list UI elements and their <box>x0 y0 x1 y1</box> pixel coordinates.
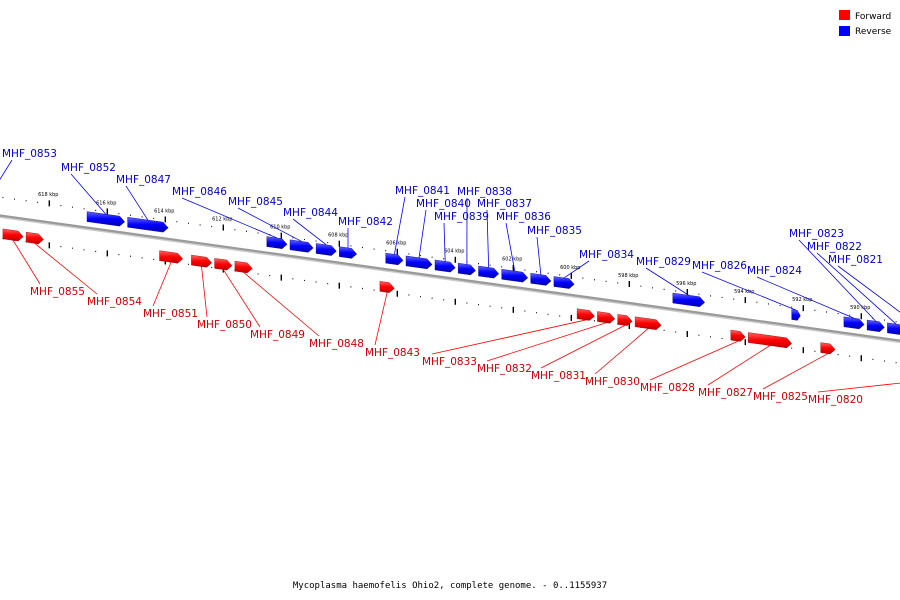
gene-label-mhf-0840[interactable]: MHF_0840 <box>416 198 471 210</box>
gene-label-mhf-0847[interactable]: MHF_0847 <box>116 174 171 186</box>
tick-label: 614 kbp <box>154 208 174 214</box>
gene-arrow-mhf-0836[interactable] <box>501 269 529 283</box>
gene-arrow-mhf-0838[interactable] <box>458 262 476 276</box>
gene-label-mhf-0855[interactable]: MHF_0855 <box>30 286 85 298</box>
gene-label-mhf-0824[interactable]: MHF_0824 <box>747 265 802 277</box>
tick-label: 618 kbp <box>38 192 58 198</box>
gene-label-mhf-0849[interactable]: MHF_0849 <box>250 329 305 341</box>
gene-arrow-mhf-0845[interactable] <box>289 239 314 253</box>
gene-label-mhf-0839[interactable]: MHF_0839 <box>434 211 489 223</box>
gene-labels: MHF_0853 MHF_0852MHF_0847MHF_0846MHF_0845… <box>2 148 883 406</box>
gene-arrow-mhf-0832[interactable] <box>597 311 616 324</box>
tick-label: 608 kbp <box>328 233 348 239</box>
gene-label-mhf-0843[interactable]: MHF_0843 <box>365 347 420 359</box>
gene-arrow-mhf-0855[interactable] <box>2 228 24 242</box>
gene-label-mhf-0844[interactable]: MHF_0844 <box>283 207 338 219</box>
gene-arrow-mhf-0829[interactable] <box>672 292 705 307</box>
gene-arrow-mhf-0831[interactable] <box>617 314 633 326</box>
gene-arrow-mhf-0824[interactable] <box>843 316 865 330</box>
gene-label-mhf-0852[interactable]: MHF_0852 <box>61 162 116 174</box>
gene-label-mhf-0838[interactable]: MHF_0838 <box>457 186 512 198</box>
gene-label-mhf-0845[interactable]: MHF_0845 <box>228 196 283 208</box>
gene-arrow-mhf-0843[interactable] <box>379 281 395 293</box>
gene-arrow-mhf-0828[interactable] <box>730 329 746 342</box>
gene-arrow-mhf-0834[interactable] <box>553 276 575 289</box>
gene-arrow-mhf-0823[interactable] <box>866 319 885 332</box>
legend-swatch-forward <box>839 10 850 20</box>
gene-label-mhf-0848[interactable]: MHF_0848 <box>309 338 364 350</box>
gene-arrow-mhf-0848[interactable] <box>234 260 253 274</box>
gene-arrow-mhf-0842[interactable] <box>339 246 357 259</box>
caption: Mycoplasma haemofelis Ohio2, complete ge… <box>293 581 607 591</box>
gene-label-mhf-0823[interactable]: MHF_0823 <box>789 228 844 240</box>
gene-label-mhf-0850[interactable]: MHF_0850 <box>197 319 252 331</box>
tick-label: 612 kbp <box>212 216 232 222</box>
gene-label-mhf-0828[interactable]: MHF_0828 <box>640 382 695 394</box>
gene-arrow-mhf-0850[interactable] <box>191 254 212 268</box>
gene-label-mhf-0836[interactable]: MHF_0836 <box>496 211 551 223</box>
tick-label: 592 kbp <box>792 297 812 303</box>
gene-label-mhf-0830[interactable]: MHF_0830 <box>585 376 640 388</box>
gene-label-mhf-0827[interactable]: MHF_0827 <box>698 387 753 399</box>
gene-label-mhf-0820[interactable]: MHF_0820 <box>808 394 863 406</box>
gene-label-mhf-0832[interactable]: MHF_0832 <box>477 363 532 375</box>
gene-label-mhf-0826[interactable]: MHF_0826 <box>692 260 747 272</box>
gene-label-mhf-0846[interactable]: MHF_0846 <box>172 186 227 198</box>
gene-label-mhf-0842[interactable]: MHF_0842 <box>338 216 393 228</box>
gene-arrow-mhf-0839[interactable] <box>434 259 456 273</box>
gene-arrow-mhf-0835[interactable] <box>530 273 552 286</box>
gene-arrow-mhf-0844[interactable] <box>315 243 337 256</box>
gene-arrow-mhf-0841[interactable] <box>385 252 404 266</box>
gene-label-mhf-0851[interactable]: MHF_0851 <box>143 308 198 320</box>
tick-label: 600 kbp <box>560 265 580 271</box>
gene-arrow-mhf-0825[interactable] <box>820 342 836 355</box>
gene-label-mhf-0825[interactable]: MHF_0825 <box>753 391 808 403</box>
gene-label-mhf-0822[interactable]: MHF_0822 <box>807 241 862 253</box>
gene-arrow-mhf-0852[interactable] <box>86 211 125 227</box>
leader-lines <box>0 159 900 393</box>
gene-arrow-mhf-0826[interactable] <box>791 309 801 321</box>
tick-label: 616 kbp <box>96 200 116 206</box>
tick-label: 594 kbp <box>734 289 754 295</box>
tick-label: 590 kbp <box>850 305 870 311</box>
gene-arrow-mhf-0854[interactable] <box>25 231 44 245</box>
gene-label-mhf-0835[interactable]: MHF_0835 <box>527 225 582 237</box>
gene-arrow-mhf-0822[interactable] <box>887 322 900 335</box>
gene-label-mhf-0831[interactable]: MHF_0831 <box>531 370 586 382</box>
gene-arrow-mhf-0851[interactable] <box>159 250 183 264</box>
gene-arrow-mhf-0833[interactable] <box>576 308 595 321</box>
gene-label-mhf-0829[interactable]: MHF_0829 <box>636 256 691 268</box>
gene-arrow-mhf-0840[interactable] <box>405 255 433 270</box>
legend-label-forward: Forward <box>855 12 891 22</box>
gene-arrow-mhf-0830[interactable] <box>634 316 662 330</box>
gene-arrow-mhf-0847[interactable] <box>127 217 169 233</box>
gene-label-mhf-0837[interactable]: MHF_0837 <box>477 198 532 210</box>
legend-label-reverse: Reverse <box>855 27 892 37</box>
legend-swatch-reverse <box>839 26 850 36</box>
gene-arrows <box>2 211 900 355</box>
backbone-line <box>0 214 900 342</box>
gene-arrow-mhf-0837[interactable] <box>478 265 500 279</box>
tick-label: 604 kbp <box>444 249 464 255</box>
tick-label: 596 kbp <box>676 281 696 287</box>
gene-arrow-mhf-0827[interactable] <box>748 332 792 349</box>
gene-label-mhf-0853[interactable]: MHF_0853 <box>2 148 57 160</box>
gene-arrow-mhf-0846[interactable] <box>266 236 288 249</box>
gene-arrow-mhf-0849[interactable] <box>214 258 233 271</box>
legend: Forward Reverse <box>839 10 892 37</box>
gene-label-mhf-0854[interactable]: MHF_0854 <box>87 296 142 308</box>
tick-label: 610 kbp <box>270 224 290 230</box>
tick-label: 598 kbp <box>618 273 638 279</box>
gene-label-mhf-0821[interactable]: MHF_0821 <box>828 254 883 266</box>
gene-label-mhf-0834[interactable]: MHF_0834 <box>579 249 634 261</box>
backbone <box>0 214 900 344</box>
gene-label-mhf-0833[interactable]: MHF_0833 <box>422 356 477 368</box>
gene-label-mhf-0841[interactable]: MHF_0841 <box>395 185 450 197</box>
